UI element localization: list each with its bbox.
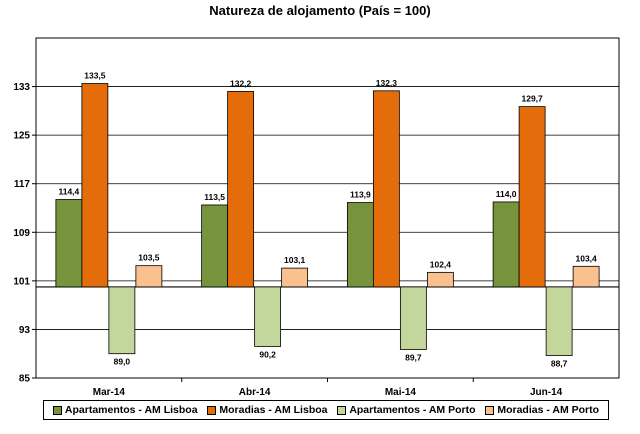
legend-swatch: [207, 405, 217, 415]
legend-label: Apartamentos - AM Lisboa: [64, 404, 198, 416]
bar: [426, 271, 454, 288]
chart-canvas: 114,4 133,5 89,0 103,5 113,5 132,2 90,2 103,1 11…: [13, 37, 620, 398]
y-tick-label: 117: [14, 179, 31, 190]
legend: Apartamentos - AM Lisboa Moradias - AM Li…: [43, 400, 609, 420]
data-label: 90,2: [259, 349, 276, 359]
data-label: 113,9: [350, 190, 371, 200]
bar: [545, 286, 573, 356]
y-tick-label: 93: [19, 325, 31, 336]
y-tick-label: 125: [13, 131, 30, 142]
y-tick-label: 85: [19, 374, 31, 385]
bar: [135, 265, 163, 288]
data-labels: 114,4 133,5 89,0 103,5 113,5 132,2 90,2 103,1 11…: [58, 71, 597, 369]
y-tick-label: 109: [13, 228, 30, 239]
bar: [227, 91, 255, 288]
bar: [372, 90, 400, 288]
legend-swatch: [485, 405, 495, 415]
x-tick-label: Mar-14: [93, 387, 126, 398]
data-label: 129,7: [521, 94, 543, 104]
data-label: 133,5: [84, 71, 106, 81]
y-tick-label: 101: [13, 276, 30, 287]
data-label: 89,7: [405, 352, 422, 362]
bar: [81, 83, 109, 288]
bar: [346, 202, 374, 288]
legend-swatch: [52, 405, 62, 415]
bar: [281, 267, 309, 288]
x-tick-label: Mai-14: [385, 387, 417, 398]
bar: [201, 204, 229, 288]
bar: [254, 286, 282, 347]
bar: [55, 199, 83, 288]
data-label: 102,4: [430, 259, 452, 269]
data-label: 103,1: [284, 255, 306, 265]
legend-label: Apartamentos - AM Porto: [349, 404, 476, 416]
data-label: 89,0: [114, 357, 131, 367]
legend-label: Moradias - AM Porto: [497, 404, 600, 416]
legend-label: Moradias - AM Lisboa: [219, 404, 328, 416]
data-label: 103,5: [138, 253, 160, 263]
data-label: 132,2: [230, 78, 252, 88]
data-label: 114,0: [496, 189, 517, 199]
bar: [572, 265, 600, 288]
y-tick-label: 133: [13, 82, 30, 93]
legend-swatch: [337, 405, 347, 415]
legend-item: Moradias - AM Porto: [485, 404, 599, 416]
bars: [55, 83, 600, 356]
bar: [399, 286, 427, 350]
data-label: 88,7: [551, 359, 568, 369]
bar: [492, 201, 520, 288]
bar: [108, 286, 136, 355]
data-label: 132,3: [376, 78, 398, 88]
data-label: 114,4: [58, 187, 79, 197]
x-tick-label: Abr-14: [239, 387, 271, 398]
legend-item: Moradias - AM Lisboa: [207, 404, 327, 416]
legend-item: Apartamentos - AM Porto: [337, 404, 476, 416]
legend-item: Apartamentos - AM Lisboa: [52, 404, 198, 416]
data-label: 103,4: [575, 253, 597, 263]
tick-labels: 85 93 101 109 117 125 133 Mar-14 Abr-14 Mai-14 Jun…: [13, 82, 562, 398]
chart-title: Natureza de alojamento (País = 100): [209, 3, 431, 18]
data-label: 113,5: [204, 192, 225, 202]
x-tick-label: Jun-14: [530, 387, 563, 398]
bar: [518, 106, 546, 288]
